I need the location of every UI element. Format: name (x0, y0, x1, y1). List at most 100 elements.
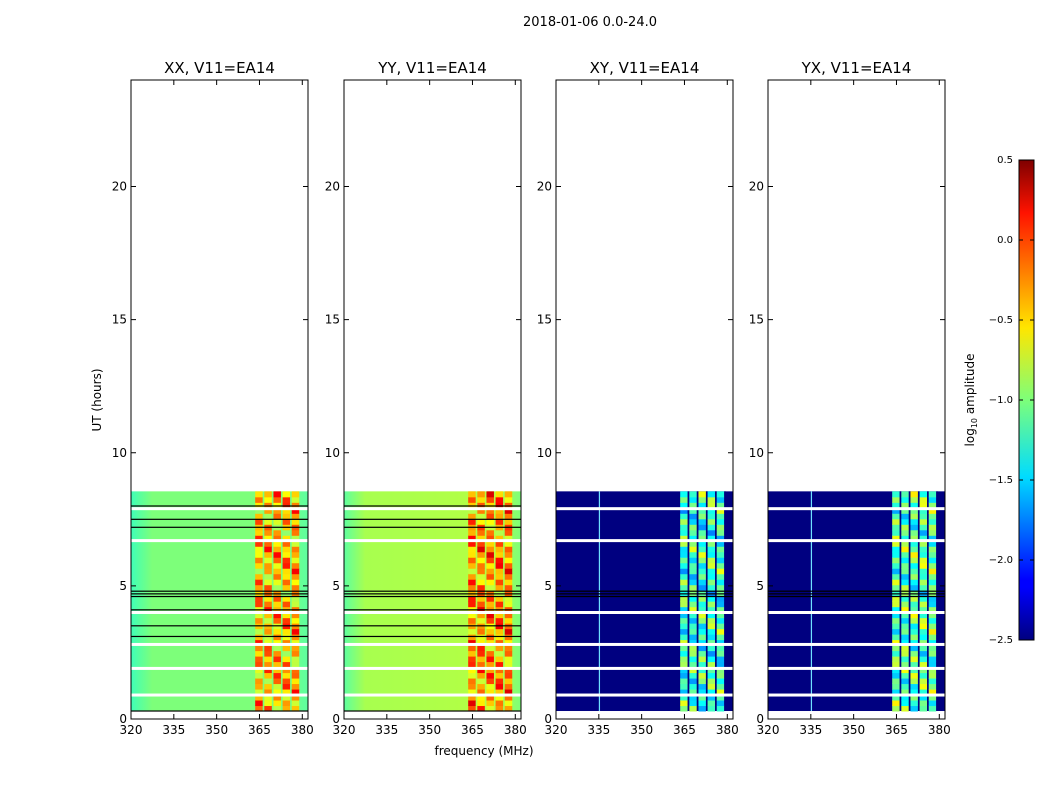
band-cell (477, 667, 485, 674)
band-cell (910, 628, 918, 635)
band-cell (910, 507, 918, 514)
y-axis-label: UT (hours) (90, 368, 104, 431)
y-tick-label: 15 (537, 313, 552, 327)
band-cell (477, 656, 485, 663)
band-cell (892, 562, 900, 569)
band-cell (255, 529, 263, 536)
data-gap (556, 507, 733, 511)
band-cell (477, 672, 485, 679)
band-gap (917, 491, 920, 712)
band-cell (273, 672, 281, 679)
band-cell (477, 639, 485, 646)
band-cell (680, 562, 688, 569)
band-cell (892, 623, 900, 630)
band-cell (892, 491, 900, 498)
band-cell (291, 584, 300, 591)
band-cell (468, 562, 476, 569)
band-cell (495, 491, 504, 498)
band-cell (264, 694, 272, 701)
band-cell (255, 678, 263, 685)
band-cell (477, 491, 485, 498)
band-cell (273, 568, 281, 575)
band-cell (468, 568, 476, 575)
band-cell (680, 491, 688, 498)
band-cell (264, 683, 272, 690)
band-cell (495, 667, 504, 674)
band-cell (892, 617, 900, 624)
band-cell (495, 628, 504, 635)
band-cell (680, 617, 688, 624)
band-cell (495, 656, 504, 663)
band-cell (504, 617, 513, 624)
band-cell (680, 661, 688, 668)
band-cell (892, 683, 900, 690)
band-cell (716, 579, 725, 586)
band-cell (282, 491, 291, 498)
band-cell (504, 595, 513, 602)
band-cell (716, 535, 725, 542)
band-cell (477, 579, 485, 586)
band-cell (689, 628, 697, 635)
band-cell (716, 628, 725, 635)
band-cell (919, 645, 928, 652)
band-cell (255, 579, 263, 586)
band-gap (899, 491, 902, 712)
band-cell (901, 590, 909, 597)
band-cell (477, 551, 485, 558)
band-cell (698, 491, 706, 498)
data-gap (344, 611, 521, 614)
band-cell (716, 650, 725, 657)
band-cell (495, 612, 504, 619)
band-cell (910, 617, 918, 624)
x-tick-label: 350 (842, 723, 865, 737)
band-cell (707, 579, 716, 586)
band-cell (892, 656, 900, 663)
data-gap (768, 507, 945, 511)
band-cell (698, 634, 706, 641)
band-cell (486, 705, 494, 712)
band-cell (504, 546, 513, 553)
band-cell (928, 573, 937, 580)
band-cell (716, 623, 725, 630)
band-cell (698, 529, 706, 536)
band-cell (291, 573, 300, 580)
axes-frame (130, 79, 309, 720)
band-cell (273, 683, 281, 690)
band-cell (928, 650, 937, 657)
band-cell (919, 606, 928, 613)
band-cell (716, 595, 725, 602)
band-cell (716, 634, 725, 641)
band-cell (892, 524, 900, 531)
band-cell (282, 595, 291, 602)
band-cell (901, 650, 909, 657)
band-cell (264, 689, 272, 696)
band-cell (928, 513, 937, 520)
band-cell (689, 518, 697, 525)
x-tick-label: 335 (162, 723, 185, 737)
band-cell (680, 557, 688, 564)
band-cell (486, 639, 494, 646)
band-cell (901, 513, 909, 520)
band-cell (698, 568, 706, 575)
band-cell (680, 683, 688, 690)
band-cell (928, 683, 937, 690)
band-cell (716, 513, 725, 520)
band-cell (477, 590, 485, 597)
band-cell (477, 617, 485, 624)
band-cell (680, 612, 688, 619)
band-cell (273, 551, 281, 558)
band-cell (477, 612, 485, 619)
band-cell (468, 634, 476, 641)
band-cell (901, 573, 909, 580)
band-cell (892, 606, 900, 613)
band-cell (707, 507, 716, 514)
band-cell (282, 546, 291, 553)
band-cell (477, 557, 485, 564)
band-cell (504, 502, 513, 509)
band-cell (486, 601, 494, 608)
band-cell (901, 491, 909, 498)
band-cell (282, 667, 291, 674)
band-cell (477, 540, 485, 547)
flag-line (768, 595, 945, 598)
band-cell (477, 705, 485, 712)
